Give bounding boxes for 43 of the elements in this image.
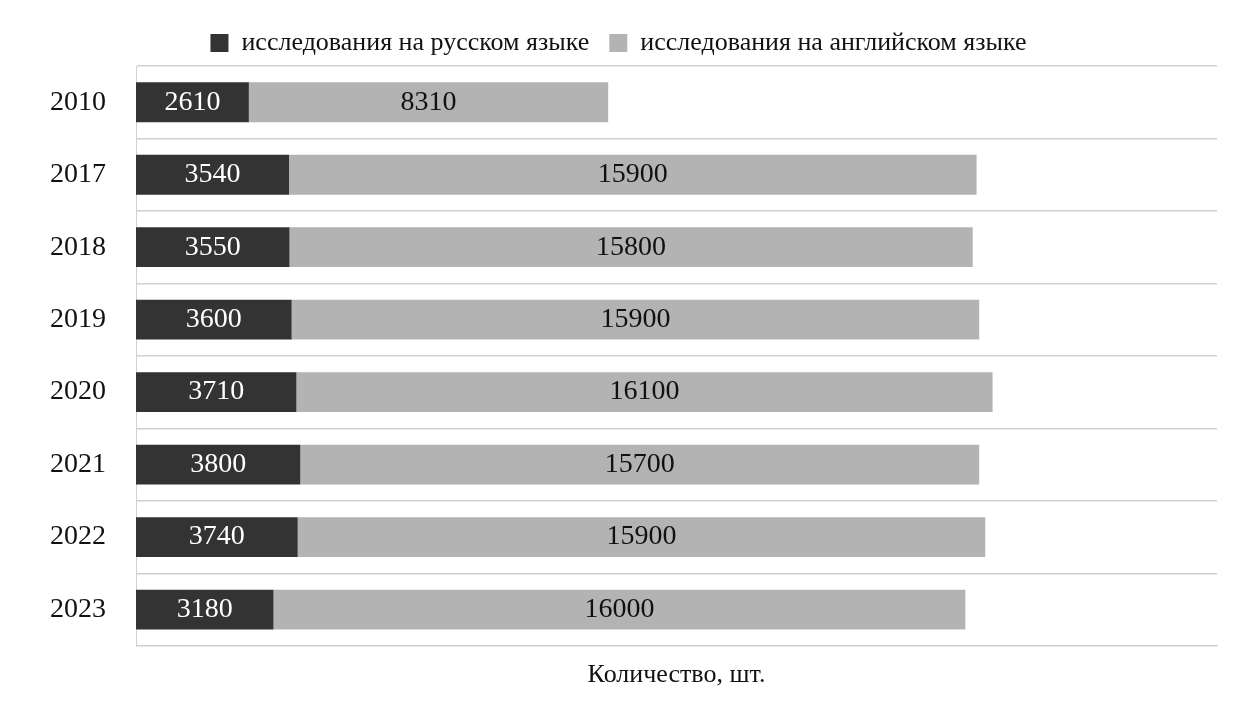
bar [136,517,298,558]
bar [289,227,973,268]
bar [273,589,966,630]
data-label: 2610 [164,84,221,116]
y-tick-label: 2018 [50,229,106,261]
legend-label: исследования на английском языке [640,26,1027,56]
data-label: 16100 [609,374,680,406]
data-label: 3180 [176,591,233,623]
legend-label: исследования на русском языке [241,26,590,56]
x-axis-title: Количество, шт. [587,659,766,689]
data-label: 3800 [190,446,247,478]
bar [291,299,980,340]
bar [300,444,980,485]
data-label: 15800 [596,229,667,261]
data-label: 3550 [184,229,241,261]
data-label: 3740 [188,519,245,551]
y-tick-label: 2021 [50,446,106,478]
data-label: 16000 [584,591,655,623]
bar [136,589,274,630]
bar [289,154,977,195]
bar [136,154,290,195]
y-tick-label: 2020 [50,374,106,406]
bar [296,372,993,413]
data-label: 15900 [606,519,677,551]
bar [248,82,609,123]
data-label: 15900 [600,302,671,334]
data-label: 3600 [185,302,242,334]
data-label: 3540 [184,157,241,189]
data-label: 15700 [604,446,675,478]
bar [136,82,249,123]
y-tick-label: 2022 [50,519,106,551]
y-tick-label: 2017 [50,157,106,189]
data-label: 8310 [400,84,457,116]
y-tick-label: 2010 [50,84,106,116]
bar [136,372,297,413]
data-label: 15900 [597,157,668,189]
bar [136,227,290,268]
bar [297,517,986,558]
y-tick-label: 2019 [50,302,106,334]
data-label: 3710 [188,374,245,406]
y-tick-label: 2023 [50,591,106,623]
bar [136,299,292,340]
bar [136,444,301,485]
